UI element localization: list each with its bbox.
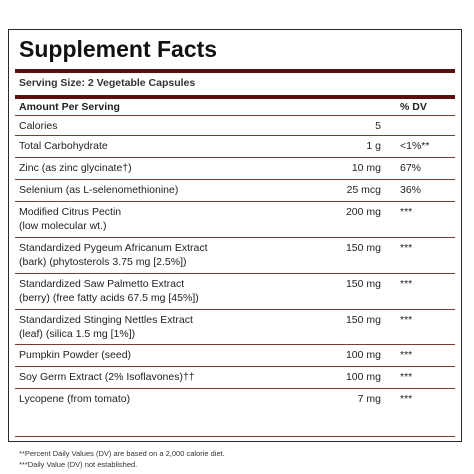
nutrient-amount: 200 mg <box>345 206 381 218</box>
table-row: Selenium (as L-selenomethionine) 25 mcg … <box>15 179 455 201</box>
nutrient-dv: 67% <box>400 162 422 174</box>
footnote-dv-not-established: ***Daily Value (DV) not established. <box>19 460 138 469</box>
nutrient-amount: 100 mg <box>345 349 381 361</box>
nutrient-dv: *** <box>400 314 413 326</box>
table-row: Modified Citrus Pectin (low molecular wt… <box>15 201 455 237</box>
nutrient-amount: 25 mcg <box>346 184 381 196</box>
amount-per-serving-header: Amount Per Serving <box>19 101 120 113</box>
table-row: Zinc (as zinc glycinate†) 10 mg 67% <box>15 157 455 179</box>
nutrient-amount: 5 <box>375 120 381 132</box>
nutrient-name: Zinc (as zinc glycinate†) <box>19 162 132 174</box>
table-row: Lycopene (from tomato) 7 mg *** <box>15 388 455 409</box>
nutrient-dv: *** <box>400 393 413 405</box>
table-row: Standardized Stinging Nettles Extract (l… <box>15 309 455 344</box>
table-bottom-divider <box>15 436 455 437</box>
table-row: Soy Germ Extract (2% Isoflavones)†† 100 … <box>15 366 455 388</box>
table-row: Calories 5 <box>15 115 455 135</box>
nutrient-amount: 1 g <box>366 140 381 152</box>
table-row: Standardized Saw Palmetto Extract (berry… <box>15 273 455 309</box>
nutrient-amount: 100 mg <box>345 371 381 383</box>
nutrient-dv: *** <box>400 206 413 218</box>
nutrient-amount: 150 mg <box>345 314 381 326</box>
table-row: Pumpkin Powder (seed) 100 mg *** <box>15 344 455 366</box>
nutrient-amount: 10 mg <box>351 162 381 174</box>
nutrient-amount: 7 mg <box>357 393 381 405</box>
nutrient-dv: *** <box>400 242 413 254</box>
footnote-percent-dv: **Percent Daily Values (DV) are based on… <box>19 449 225 458</box>
panel-title: Supplement Facts <box>19 36 218 62</box>
nutrient-dv: *** <box>400 278 413 290</box>
nutrient-name: Pumpkin Powder (seed) <box>19 349 132 361</box>
nutrient-dv: <1%** <box>400 140 430 152</box>
thick-divider-header <box>15 95 455 99</box>
nutrient-table: Calories 5 Total Carbohydrate 1 g <1%** … <box>15 115 455 409</box>
nutrient-name: Lycopene (from tomato) <box>19 393 131 405</box>
nutrient-name: Total Carbohydrate <box>19 140 108 152</box>
thick-divider-top <box>15 69 455 73</box>
daily-value-header: % DV <box>400 101 427 113</box>
nutrient-name: Selenium (as L-selenomethionine) <box>19 184 179 196</box>
nutrient-name: Soy Germ Extract (2% Isoflavones)†† <box>19 371 195 383</box>
nutrient-dv: *** <box>400 349 413 361</box>
nutrient-name: Calories <box>19 120 58 132</box>
supplement-facts-panel: Supplement Facts Serving Size: 2 Vegetab… <box>8 29 462 469</box>
table-row: Standardized Pygeum Africanum Extract (b… <box>15 237 455 273</box>
nutrient-amount: 150 mg <box>345 278 381 290</box>
nutrient-name: Modified Citrus Pectin (low molecular wt… <box>19 206 122 232</box>
nutrient-amount: 150 mg <box>345 242 381 254</box>
serving-size: Serving Size: 2 Vegetable Capsules <box>19 77 196 89</box>
table-row: Total Carbohydrate 1 g <1%** <box>15 135 455 157</box>
nutrient-name: Standardized Pygeum Africanum Extract (b… <box>19 242 208 268</box>
nutrient-name: Standardized Stinging Nettles Extract (l… <box>19 314 193 340</box>
nutrient-name: Standardized Saw Palmetto Extract (berry… <box>19 278 199 304</box>
nutrient-dv: *** <box>400 371 413 383</box>
nutrient-dv: 36% <box>400 184 422 196</box>
